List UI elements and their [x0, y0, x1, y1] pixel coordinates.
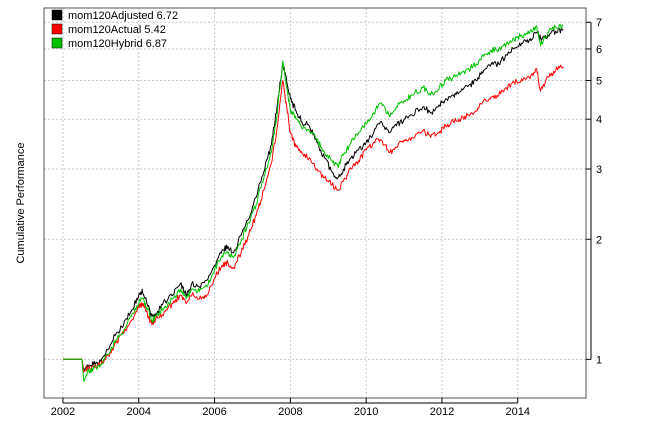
- legend-label-2: mom120Hybrid 6.87: [68, 38, 167, 50]
- y-tick-label: 7: [596, 17, 602, 29]
- legend-label-0: mom120Adjusted 6.72: [68, 10, 178, 22]
- y-tick-label: 2: [596, 234, 602, 246]
- y-tick-label: 4: [596, 114, 602, 126]
- x-tick-label: 2014: [506, 406, 530, 418]
- x-tick-label: 2006: [202, 406, 226, 418]
- legend-swatch-2: [51, 37, 63, 49]
- series-line-0: [63, 26, 564, 371]
- y-tick-label: 3: [596, 164, 602, 176]
- y-tick-label: 5: [596, 76, 602, 88]
- x-tick-label: 2004: [127, 406, 151, 418]
- x-tick-label: 2002: [51, 406, 75, 418]
- series-line-1: [63, 64, 564, 373]
- grid: [44, 8, 586, 398]
- legend-swatch-1: [51, 23, 63, 35]
- x-tick-label: 2008: [278, 406, 302, 418]
- y-tick-label: 6: [596, 44, 602, 56]
- y-axis-title: Cumulative Performance: [15, 142, 27, 263]
- x-tick-label: 2010: [354, 406, 378, 418]
- plot-border: [43, 7, 587, 399]
- y-tick-label: 1: [596, 354, 602, 366]
- legend: mom120Adjusted 6.72 mom120Actual 5.42 mom1…: [51, 9, 178, 50]
- x-tick-label: 2012: [430, 406, 454, 418]
- x-axis: 2002 2004 2006 2008 2010 2012 2014: [51, 398, 530, 418]
- series-lines: [63, 24, 564, 382]
- y-axis: 1 2 3 4 5 6 7: [586, 17, 602, 366]
- legend-label-1: mom120Actual 5.42: [68, 24, 166, 36]
- legend-swatch-0: [51, 9, 63, 21]
- series-line-2: [63, 24, 564, 382]
